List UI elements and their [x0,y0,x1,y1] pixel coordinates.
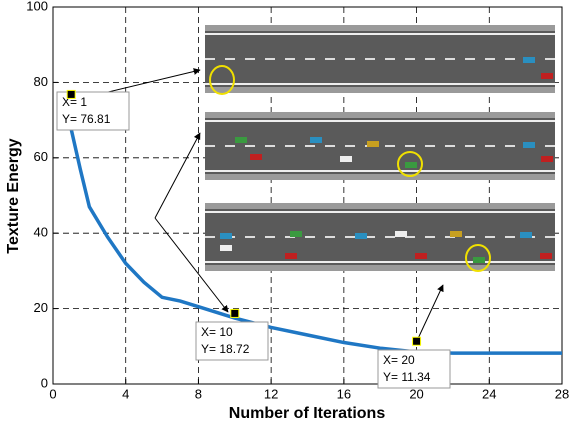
y-tick-label: 20 [34,300,48,315]
data-tip-marker [231,309,239,317]
inset-images [205,25,555,271]
y-tick-label: 40 [34,225,48,240]
data-tip-x: X= 10 [201,325,233,339]
chart: Number of Iterations Texture Energy 0 4 8 1… [0,0,580,429]
x-tick-label: 20 [409,386,423,401]
x-tick-label: 24 [482,386,496,401]
x-tick-label: 28 [555,386,569,401]
data-tip-marker [413,337,421,345]
x-tick-label: 0 [49,386,56,401]
data-tip-y: Y= 11.34 [383,370,431,384]
x-tick-label: 8 [195,386,202,401]
y-tick-label: 60 [34,149,48,164]
x-tick-label: 4 [122,386,129,401]
y-tick-label: 0 [41,375,48,390]
x-tick-label: 12 [264,386,278,401]
y-tick-label: 80 [34,74,48,89]
y-axis-label: Texture Energy [5,138,22,253]
data-tip-y: Y= 76.81 [62,112,111,126]
data-tip-y: Y= 18.72 [201,342,250,356]
data-tip-marker [67,90,75,98]
x-tick-label: 16 [337,386,351,401]
data-tip-x: X= 20 [383,353,415,367]
x-axis-label: Number of Iterations [229,405,386,422]
y-tick-label: 100 [26,0,48,13]
